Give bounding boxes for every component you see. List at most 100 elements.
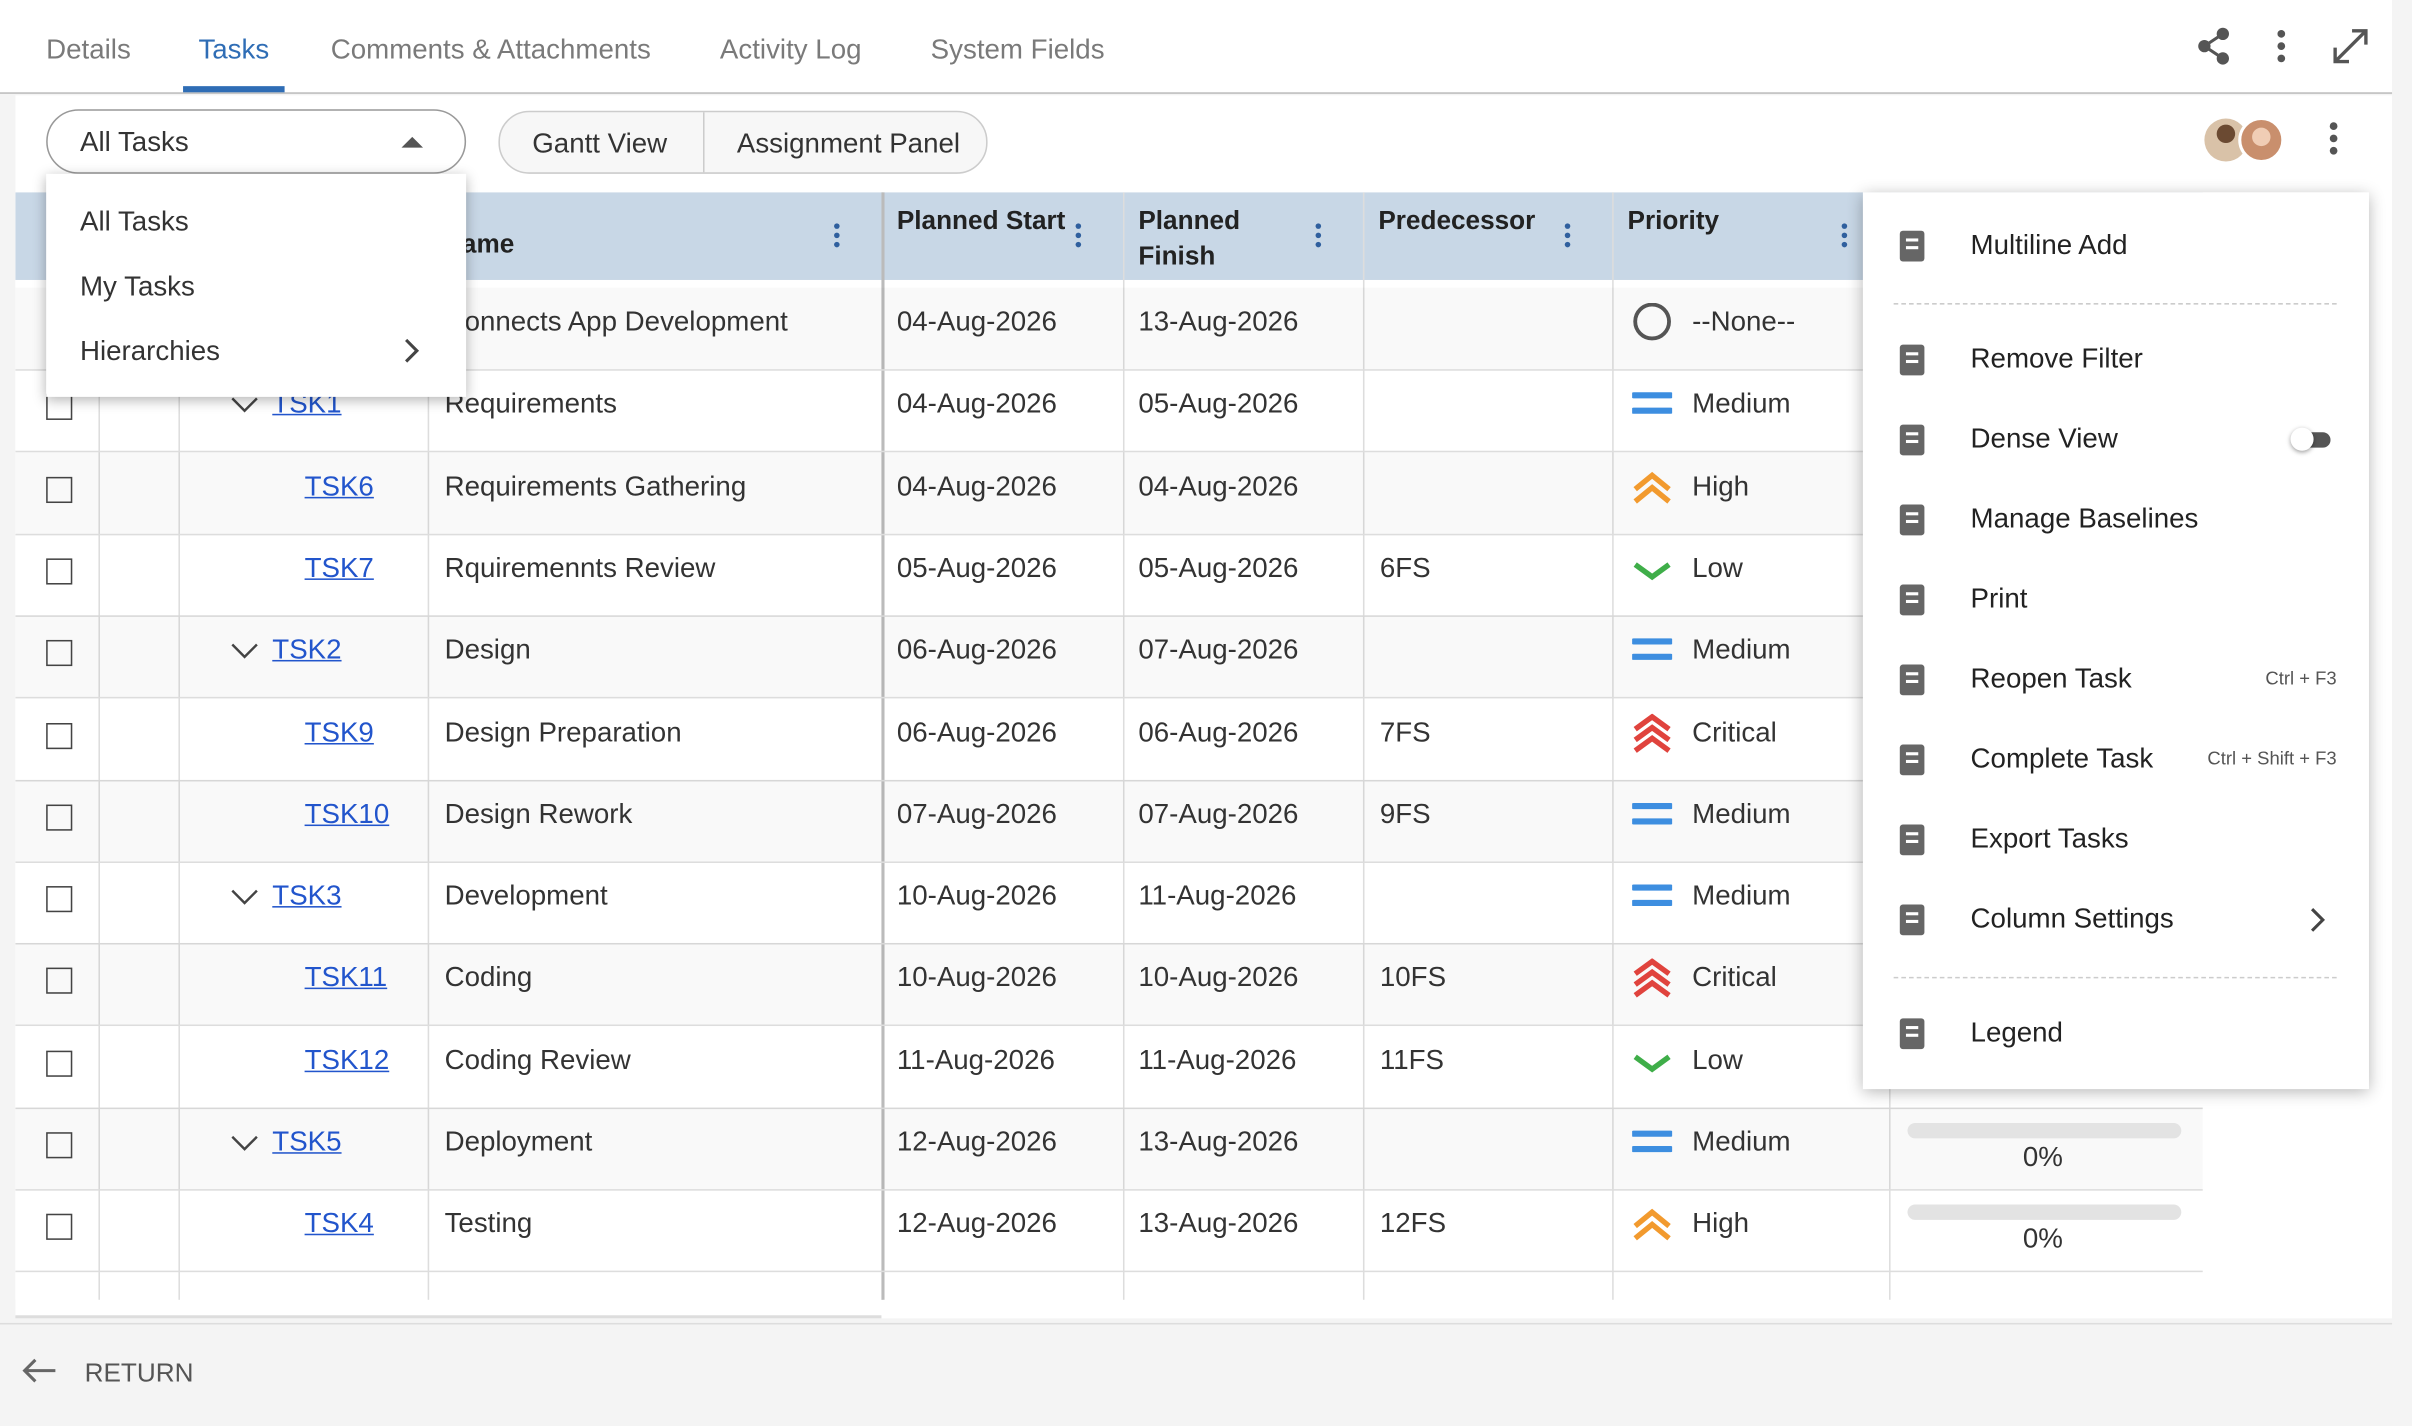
planned-finish: 05-Aug-2026 — [1138, 388, 1299, 419]
planned-finish: 04-Aug-2026 — [1138, 470, 1299, 501]
menu-item[interactable]: Dense View — [1970, 423, 2118, 454]
row — [15, 862, 2203, 945]
tab[interactable]: Details — [46, 33, 131, 65]
planned-start: 06-Aug-2026 — [896, 634, 1057, 665]
priority: High — [1692, 470, 1750, 501]
checkbox[interactable] — [46, 968, 73, 995]
tab[interactable]: System Fields — [930, 33, 1105, 65]
planned-start: 12-Aug-2026 — [896, 1126, 1057, 1157]
progress-label: 0% — [2022, 1141, 2063, 1173]
checkbox[interactable] — [46, 558, 73, 585]
header-icons[interactable] — [2192, 25, 2377, 71]
menu-icon — [1899, 744, 1925, 776]
filter-option[interactable]: Hierarchies — [79, 335, 221, 367]
column-header: Priority — [1627, 206, 1720, 236]
task-name: Coding Review — [444, 1044, 631, 1075]
planned-start: 10-Aug-2026 — [896, 962, 1057, 993]
priority: Critical — [1692, 716, 1777, 747]
checkbox[interactable] — [46, 886, 73, 913]
checkbox[interactable] — [46, 476, 73, 503]
task-name: Requirements Gathering — [444, 470, 747, 501]
column-menu — [834, 223, 840, 248]
tab[interactable]: Tasks — [198, 33, 270, 65]
task-name: Deployment — [444, 1126, 593, 1157]
priority: Medium — [1692, 798, 1791, 829]
task-id[interactable]: TSK9 — [304, 716, 374, 747]
task-name: Testing — [444, 1208, 533, 1239]
checkbox[interactable] — [46, 1214, 73, 1241]
task-id[interactable]: TSK2 — [272, 634, 342, 665]
predecessor: 10FS — [1379, 962, 1447, 993]
predecessor: 9FS — [1379, 798, 1431, 829]
toggle-knob — [2290, 427, 2314, 451]
expand-toggle — [231, 1135, 258, 1151]
task-name: Design — [444, 634, 531, 665]
submenu-arrow — [405, 338, 420, 363]
tab-bar: Details Tasks Comments & Attachments Activi… — [0, 0, 2393, 94]
planned-finish: 10-Aug-2026 — [1138, 962, 1299, 993]
priority-icon — [1633, 1054, 1671, 1072]
menu-item[interactable]: Manage Baselines — [1970, 503, 2199, 534]
task-name: Requirements — [444, 388, 617, 419]
priority: Critical — [1692, 962, 1777, 993]
row — [15, 944, 2203, 1027]
planned-finish: 13-Aug-2026 — [1138, 1208, 1299, 1239]
column-divider — [1612, 192, 1614, 1300]
menu-separator — [1893, 303, 2337, 305]
menu-item[interactable]: Print — [1970, 583, 2028, 614]
tab[interactable]: Comments & Attachments — [330, 33, 651, 65]
checkbox[interactable] — [46, 722, 73, 749]
task-name: Design Preparation — [444, 716, 682, 747]
planned-finish: 07-Aug-2026 — [1138, 634, 1299, 665]
checkbox[interactable] — [46, 394, 73, 421]
expand-toggle — [231, 889, 258, 905]
progress-bar — [1907, 1204, 2182, 1221]
task-id[interactable]: TSK11 — [304, 962, 388, 993]
priority-icon — [1633, 1209, 1671, 1241]
priority: High — [1692, 1208, 1750, 1239]
column-divider — [1122, 192, 1125, 1300]
predecessor: 11FS — [1379, 1044, 1444, 1075]
menu-icon — [1899, 1018, 1925, 1050]
menu-icon — [1899, 824, 1925, 856]
menu-item[interactable]: Column Settings — [1970, 902, 2174, 934]
column-divider — [178, 192, 180, 1300]
task-id[interactable]: TSK5 — [272, 1126, 342, 1157]
menu-item[interactable]: Multiline Add — [1970, 229, 2128, 260]
row — [15, 698, 2203, 781]
menu-item[interactable]: Legend — [1970, 1016, 2063, 1048]
priority-icon — [1632, 802, 1673, 825]
checkbox[interactable] — [46, 804, 73, 831]
filter-select[interactable]: All Tasks — [46, 109, 467, 174]
task-id[interactable]: TSK12 — [304, 1044, 390, 1075]
view-button[interactable]: Gantt View — [532, 127, 668, 159]
checkbox[interactable] — [46, 1132, 73, 1159]
task-id[interactable]: TSK7 — [304, 552, 374, 583]
predecessor: 7FS — [1379, 716, 1431, 747]
menu-icon — [1899, 424, 1925, 456]
task-name: Rquiremennts Review — [444, 552, 716, 583]
checkbox[interactable] — [46, 1050, 73, 1077]
menu-item[interactable]: Remove Filter — [1970, 343, 2143, 374]
column-menu — [1315, 223, 1322, 248]
menu-item[interactable]: Export Tasks — [1970, 822, 2129, 854]
frozen-shadow — [15, 1315, 882, 1319]
task-id[interactable]: TSK3 — [272, 880, 342, 911]
frozen-divider — [881, 192, 885, 1300]
task-id[interactable]: TSK6 — [304, 470, 374, 501]
view-button[interactable]: Assignment Panel — [736, 127, 961, 159]
task-id[interactable]: TSK4 — [304, 1208, 374, 1239]
tab[interactable]: Activity Log — [719, 33, 862, 65]
column-divider — [1362, 192, 1365, 1300]
return-button[interactable]: RETURN — [84, 1358, 194, 1388]
checkbox[interactable] — [46, 640, 73, 667]
menu-icon — [1899, 230, 1925, 262]
menu-item[interactable]: Reopen Task — [1970, 663, 2132, 694]
planned-finish: 11-Aug-2026 — [1138, 1044, 1297, 1075]
menu-item[interactable]: Complete Task — [1970, 742, 2154, 774]
filter-option[interactable]: All Tasks — [79, 206, 189, 237]
filter-option[interactable]: My Tasks — [79, 270, 195, 302]
task-id[interactable]: TSK10 — [304, 798, 390, 829]
priority: Medium — [1692, 388, 1791, 419]
planned-start: 04-Aug-2026 — [896, 388, 1057, 419]
